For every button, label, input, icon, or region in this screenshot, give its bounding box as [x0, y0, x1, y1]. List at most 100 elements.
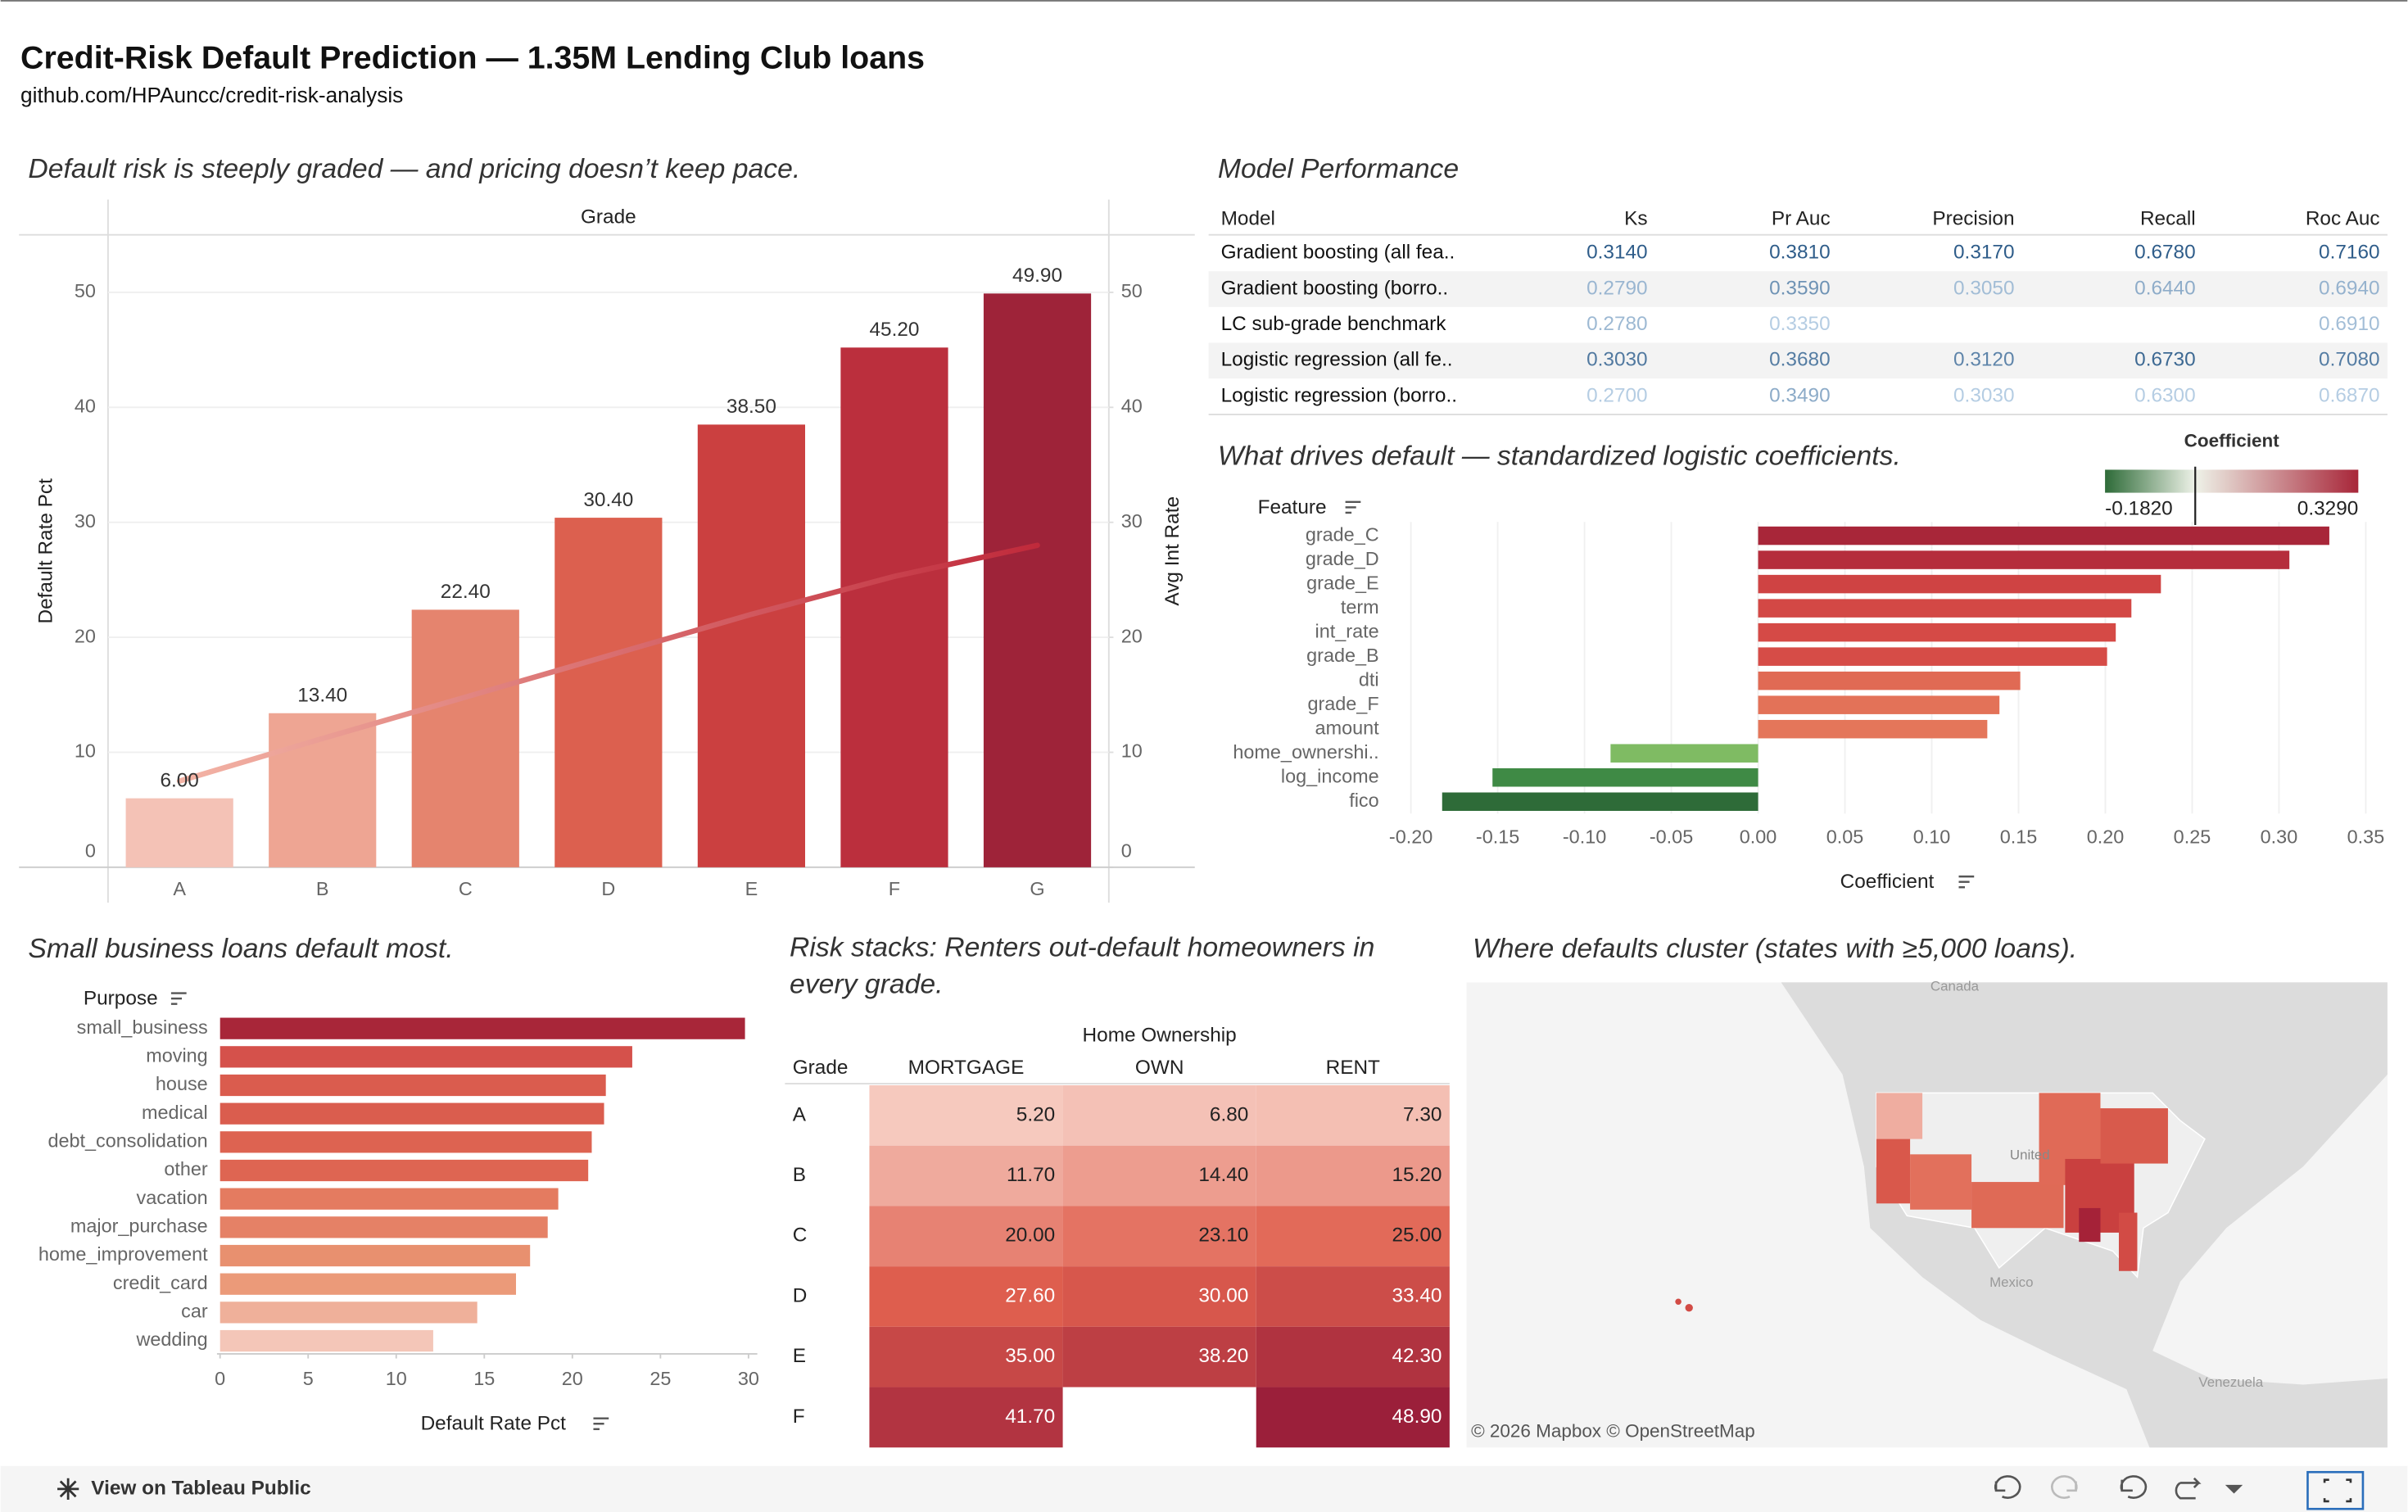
- map-place-label: United: [2010, 1148, 2050, 1163]
- x-tick-label: 15: [473, 1368, 495, 1389]
- y2-tick-label: 0: [1121, 840, 1132, 861]
- legend-title: Coefficient: [2184, 431, 2280, 451]
- y-tick-label: grade_E: [1306, 572, 1378, 593]
- y-tick-label: debt_consolidation: [48, 1130, 207, 1152]
- bar: [220, 1017, 745, 1039]
- y-tick-label: amount: [1315, 717, 1380, 738]
- y-tick-label: house: [156, 1073, 208, 1094]
- y2-tick-label: 20: [1121, 625, 1143, 646]
- map-state: [1876, 1139, 1911, 1204]
- column-header: Roc Auc: [2306, 207, 2380, 229]
- x-tick-label: -0.20: [1389, 826, 1433, 847]
- y-axis-title: Default Rate Pct: [34, 478, 57, 624]
- y-tick-label: grade_B: [1306, 645, 1378, 666]
- sort-icon: [1958, 875, 1975, 889]
- heat-cell: [1062, 1326, 1256, 1388]
- map-attribution: © 2026 Mapbox © OpenStreetMap: [1471, 1420, 1755, 1441]
- bar: [1758, 647, 2107, 666]
- table-cell: Logistic regression (borro..: [1221, 384, 1457, 406]
- heat-cell: [869, 1387, 1063, 1448]
- map-state: [1675, 1298, 1682, 1305]
- y-tick-label: moving: [146, 1045, 207, 1066]
- map-state: [2118, 1212, 2138, 1271]
- bar: [1758, 622, 2116, 642]
- heat-cell: [1062, 1084, 1256, 1146]
- sort-icon: [593, 1417, 609, 1431]
- x-tick-label: 5: [303, 1368, 314, 1389]
- cell-label: 38.20: [1198, 1345, 1248, 1367]
- cell-label: 27.60: [1005, 1284, 1055, 1306]
- cell-label: 23.10: [1198, 1225, 1248, 1247]
- y-tick-label: grade_C: [1306, 523, 1379, 545]
- cell-label: 33.40: [1392, 1284, 1442, 1306]
- y-tick-label: 50: [75, 280, 96, 301]
- heat-cell: [1256, 1084, 1450, 1146]
- table-cell: 0.6440: [2134, 277, 2196, 299]
- y-tick-label: 10: [75, 740, 96, 762]
- table-cell: 0.6730: [2134, 349, 2196, 371]
- table-cell: 0.2790: [1586, 277, 1648, 299]
- x-tick-label: 20: [562, 1368, 583, 1389]
- column-header: Recall: [2140, 207, 2196, 229]
- x-tick-label: 30: [738, 1368, 759, 1389]
- y-tick-label: small_business: [77, 1016, 208, 1038]
- data-label: 30.40: [583, 489, 633, 511]
- sort-icon: [170, 992, 187, 1005]
- table-cell: 0.7160: [2319, 242, 2380, 264]
- data-label: 45.20: [869, 319, 919, 341]
- y-tick-label: 40: [75, 396, 96, 417]
- table-cell: 0.6300: [2134, 384, 2196, 406]
- axis-header: Feature: [1258, 496, 1327, 518]
- heat-cell: [1062, 1266, 1256, 1327]
- y-tick-label: log_income: [1281, 765, 1379, 786]
- column-header: Precision: [1932, 207, 2014, 229]
- column-header: Model: [1221, 207, 1275, 229]
- data-label: 13.40: [297, 685, 347, 707]
- bar: [1758, 695, 2000, 714]
- bar: [125, 798, 233, 867]
- y-tick-label: grade_F: [1307, 693, 1378, 714]
- y-tick-label: home_improvement: [38, 1243, 208, 1265]
- map-state: [2100, 1108, 2168, 1164]
- row-label: E: [793, 1345, 806, 1367]
- row-label: C: [793, 1225, 808, 1247]
- revert-button[interactable]: [2120, 1475, 2148, 1499]
- x-tick-label: A: [173, 878, 186, 899]
- heat-cell: [1256, 1206, 1450, 1267]
- column-header: Grade: [581, 206, 636, 229]
- y2-tick-label: 40: [1121, 396, 1143, 417]
- legend-label: -0.1820: [2105, 498, 2173, 520]
- y-tick-label: int_rate: [1315, 620, 1379, 641]
- bar: [220, 1046, 632, 1068]
- cell-label: 6.80: [1210, 1103, 1248, 1125]
- chart-title-box: Risk stacks: Renters out-default homeown…: [789, 931, 1375, 1000]
- refresh-button[interactable]: [2175, 1477, 2202, 1500]
- y2-tick-label: 30: [1121, 510, 1143, 532]
- bar: [1610, 744, 1758, 763]
- bar: [220, 1131, 592, 1153]
- chart-title: Risk stacks: Renters out-default homeown…: [789, 931, 1375, 1000]
- bar: [220, 1329, 433, 1352]
- x-tick-label: C: [459, 878, 473, 899]
- y-tick-label: home_ownershi..: [1233, 741, 1378, 763]
- undo-button[interactable]: [1994, 1475, 2021, 1499]
- redo-button[interactable]: [2051, 1475, 2078, 1499]
- axis-header: Purpose: [84, 987, 158, 1009]
- y2-tick-label: 10: [1121, 740, 1143, 762]
- y2-axis-title: Avg Int Rate: [1161, 496, 1184, 606]
- x-axis-title: Default Rate Pct: [421, 1413, 567, 1435]
- heat-cell: [869, 1266, 1063, 1327]
- y-tick-label: fico: [1349, 790, 1378, 811]
- table-cell: 0.3030: [1953, 384, 2015, 406]
- fullscreen-button[interactable]: [2306, 1470, 2365, 1510]
- chart-title: Small business loans default most.: [28, 933, 453, 964]
- heat-cell: [869, 1326, 1063, 1388]
- dropdown-button[interactable]: [2225, 1484, 2243, 1494]
- heat-cell: [1062, 1206, 1256, 1267]
- x-tick-label: 0.20: [2087, 826, 2125, 847]
- map-state: [1910, 1154, 1972, 1210]
- data-label: 38.50: [726, 396, 776, 418]
- column-header: Pr Auc: [1772, 207, 1831, 229]
- footer-link[interactable]: View on Tableau Public: [91, 1477, 310, 1499]
